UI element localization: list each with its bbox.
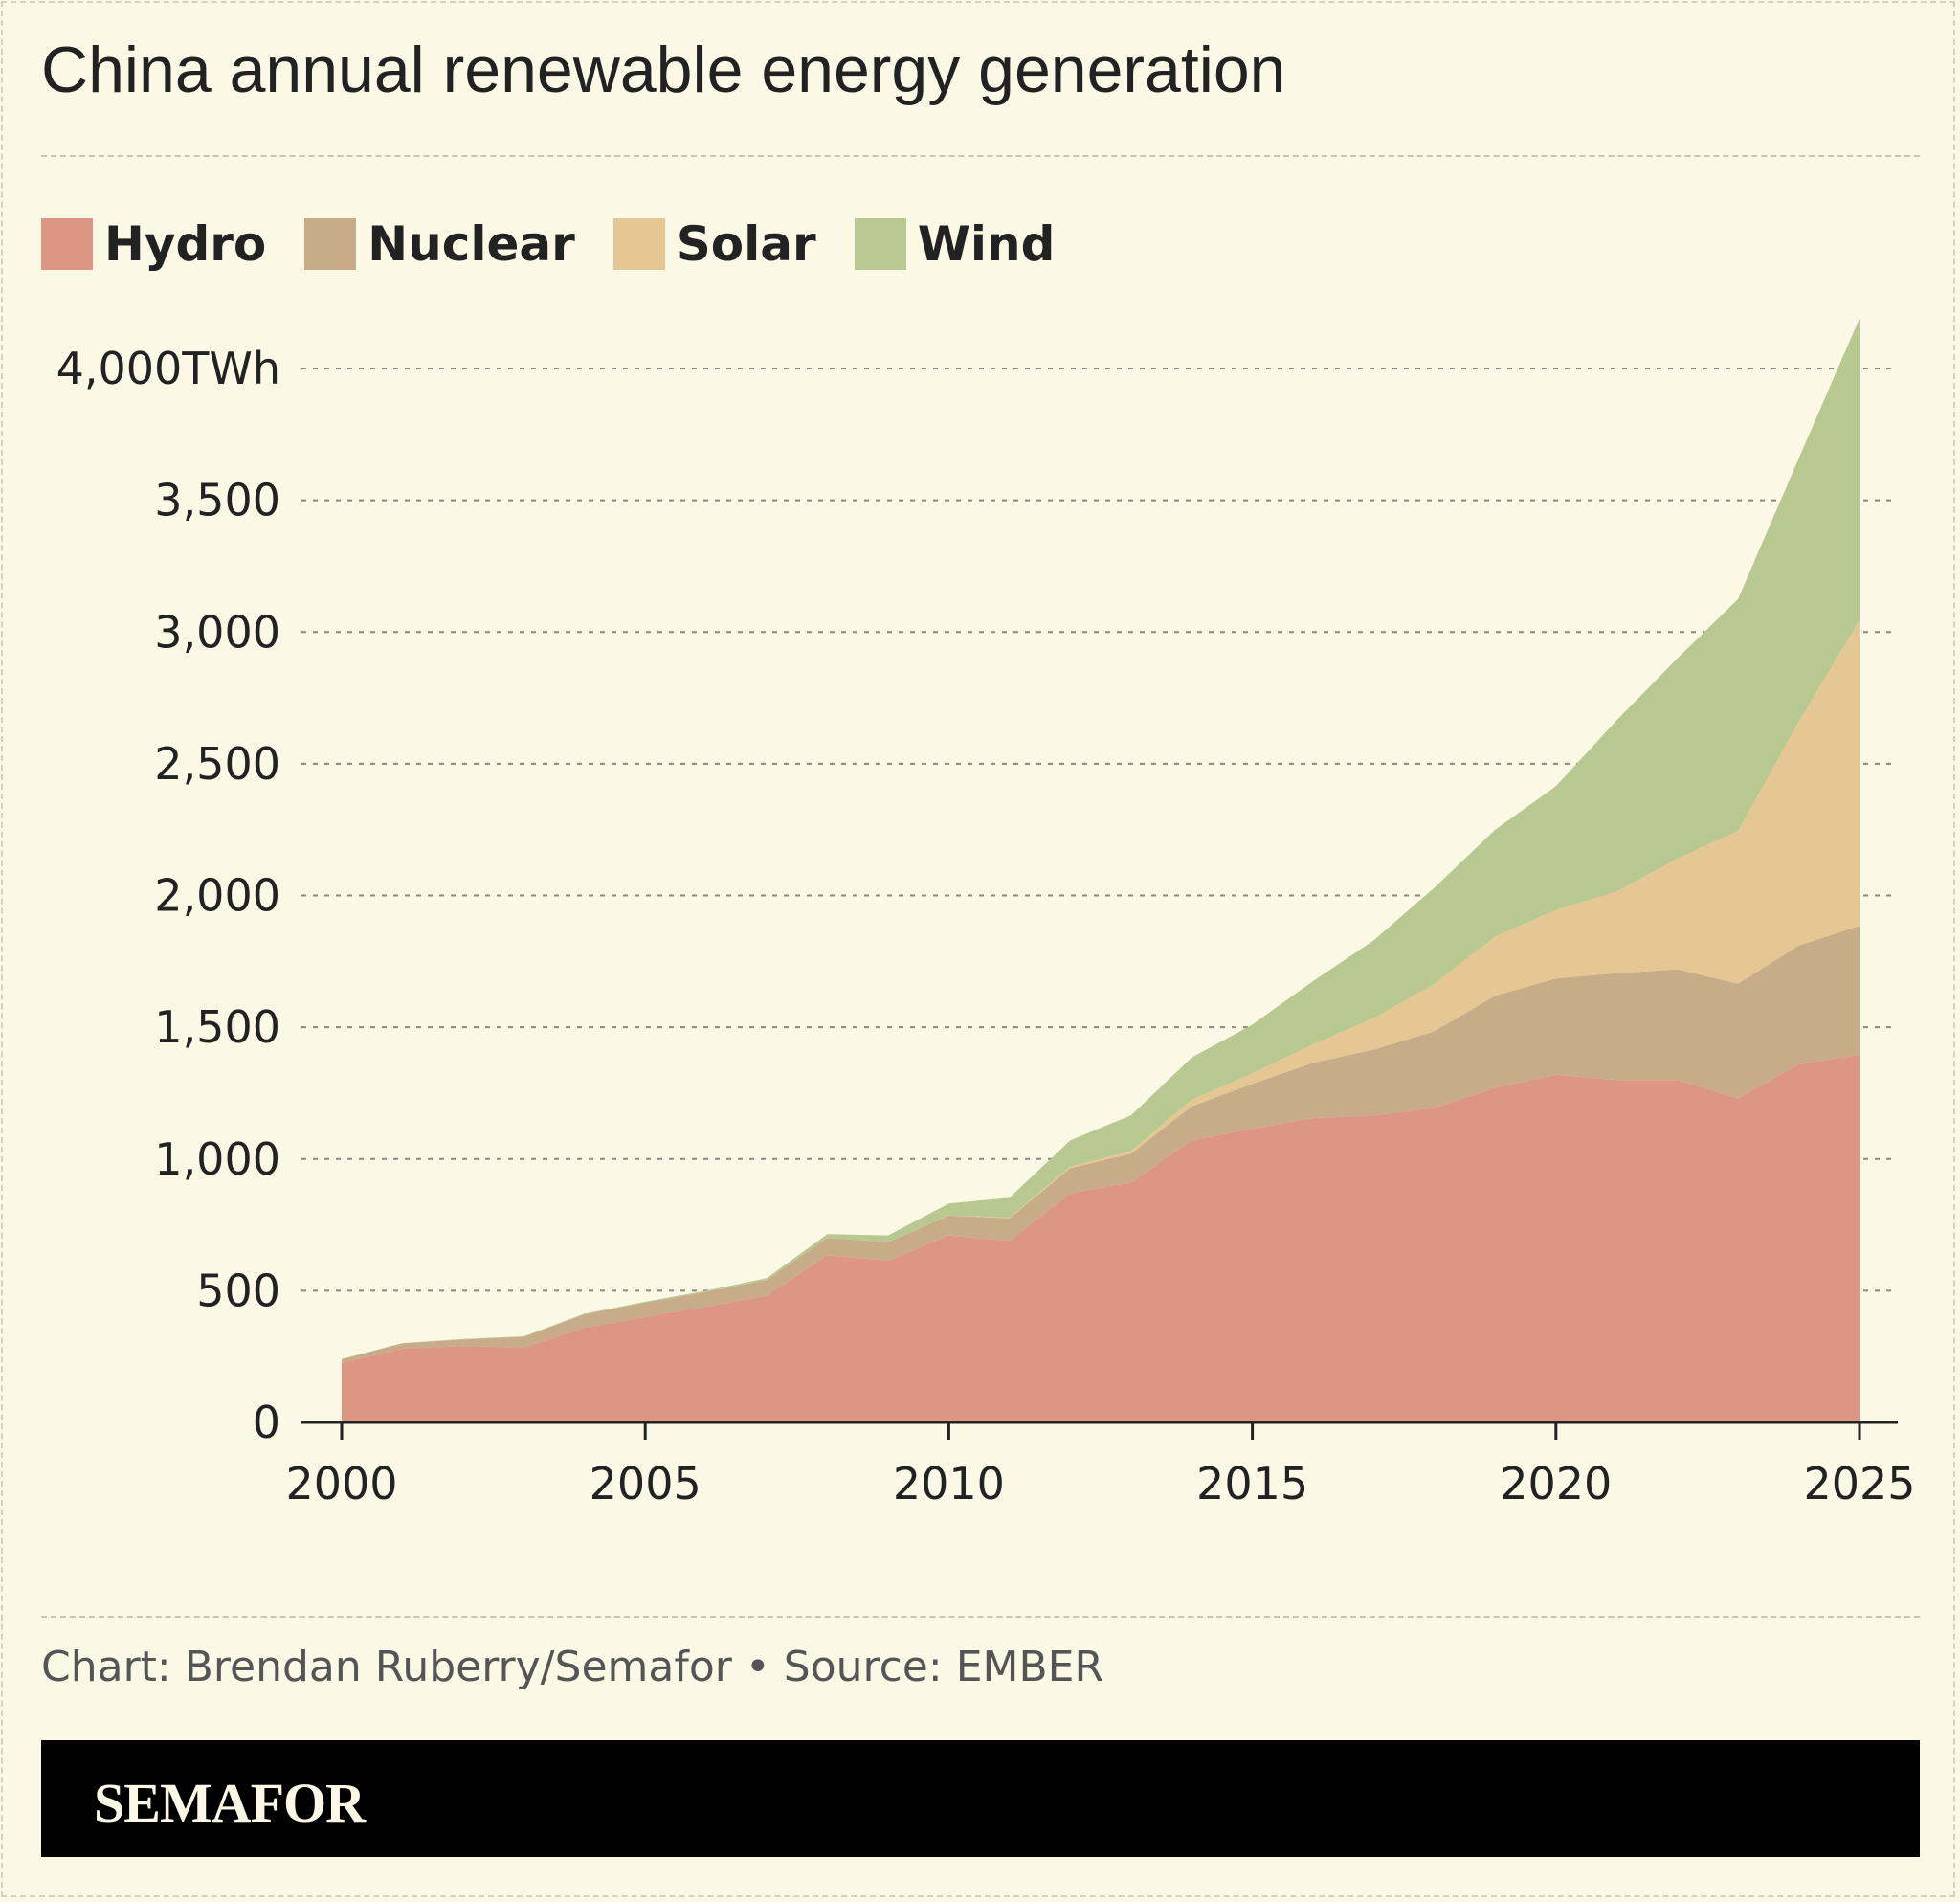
y-tick-label: 0 <box>253 1397 280 1448</box>
x-tick-label: 2015 <box>1196 1458 1308 1510</box>
brand-bar: SEMAFOR <box>41 1740 1920 1857</box>
chart-plot: 0 500 1,000 1,500 2,000 2,500 3,000 3,500 4,000T… <box>56 318 1916 1510</box>
area-nuclear <box>342 926 1860 1364</box>
bottom-divider <box>41 1616 1920 1618</box>
axes: 0 500 1,000 1,500 2,000 2,500 3,000 3,500 4,000T… <box>56 343 1916 1510</box>
y-tick-label: 4,000TWh <box>56 343 280 394</box>
legend-label-nuclear: Nuclear <box>368 216 575 272</box>
legend-label-solar: Solar <box>676 216 816 272</box>
legend-label-wind: Wind <box>917 216 1056 272</box>
x-tick-label: 2000 <box>285 1458 397 1510</box>
legend-swatch-solar <box>612 218 665 270</box>
x-tick-label: 2005 <box>590 1458 702 1510</box>
y-tick-label: 1,000 <box>154 1133 280 1185</box>
legend-label-hydro: Hydro <box>104 216 267 272</box>
y-tick-label: 2,000 <box>154 870 280 922</box>
area-hydro <box>342 1055 1860 1422</box>
legend-swatch-hydro <box>41 218 93 270</box>
chart-title: China annual renewable energy generation <box>41 34 1286 106</box>
x-tick-label: 2020 <box>1500 1458 1612 1510</box>
legend-item-nuclear: Nuclear <box>304 216 575 272</box>
legend-item-wind: Wind <box>854 216 1056 272</box>
top-divider <box>41 155 1920 157</box>
y-tick-label: 500 <box>196 1264 280 1316</box>
gridlines <box>301 368 1898 1292</box>
legend: Hydro Nuclear Solar Wind <box>41 213 1093 276</box>
legend-item-hydro: Hydro <box>41 216 266 272</box>
y-tick-label: 1,500 <box>154 1001 280 1053</box>
y-tick-label: 2,500 <box>154 738 280 790</box>
y-tick-label: 3,000 <box>154 606 280 658</box>
legend-item-solar: Solar <box>612 216 816 272</box>
legend-swatch-nuclear <box>304 218 357 270</box>
area-series <box>342 318 1860 1422</box>
x-tick-label: 2010 <box>893 1458 1005 1510</box>
legend-swatch-wind <box>854 218 906 270</box>
y-tick-label: 3,500 <box>154 475 280 526</box>
credit-line: Chart: Brendan Ruberry/Semafor • Source:… <box>41 1643 1104 1691</box>
semafor-logo: SEMAFOR <box>94 1772 366 1834</box>
x-tick-label: 2025 <box>1803 1458 1915 1510</box>
area-wind <box>342 318 1860 1359</box>
